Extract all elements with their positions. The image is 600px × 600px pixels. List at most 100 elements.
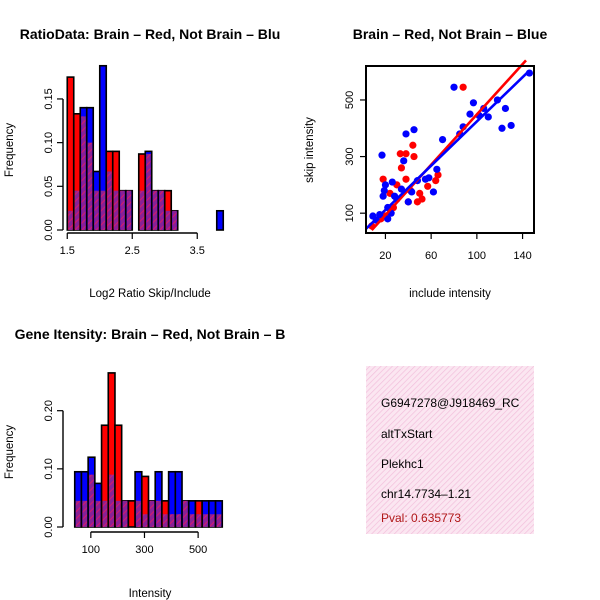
scatter-point <box>418 195 426 203</box>
scatter-point <box>397 164 406 172</box>
histogram-overlap-bar <box>74 190 80 230</box>
scatter-point <box>433 165 441 173</box>
regression-line <box>370 59 527 232</box>
scatter-point <box>384 215 392 223</box>
histogram-overlap-bar <box>95 500 101 527</box>
intensity-histogram-xlabel: Intensity <box>129 588 172 600</box>
histogram-overlap-bar <box>75 500 81 527</box>
probe-id: G6947278@J918469_RC <box>381 396 520 410</box>
histogram-overlap-bar <box>196 514 202 527</box>
scatter-point <box>484 113 492 121</box>
x-tick-label: 500 <box>189 544 207 556</box>
histogram-overlap-bar <box>107 171 112 230</box>
gene-name: Plekhc1 <box>381 457 424 471</box>
x-tick-label: 20 <box>379 250 391 262</box>
histogram-overlap-bar <box>149 500 155 527</box>
histogram-overlap-bar <box>172 210 177 230</box>
scatter-point <box>466 110 474 118</box>
x-tick-label: 300 <box>135 544 153 556</box>
ratio-histogram-panel: RatioData: Brain – Red, Not Brain – Blu … <box>4 26 280 300</box>
scatter-frame <box>365 65 535 234</box>
regression-line <box>365 70 530 230</box>
scatter-xlabel: include intensity <box>409 288 491 300</box>
ratio-histogram-title: RatioData: Brain – Red, Not Brain – Blu <box>20 26 281 42</box>
scatter-point <box>379 175 387 183</box>
histogram-overlap-bar <box>152 190 158 230</box>
scatter-point <box>396 150 404 158</box>
x-tick-label: 2.5 <box>125 245 140 257</box>
scatter-point <box>388 178 396 186</box>
scatter-plot-area: 20 60 100 140 100 300 500 <box>344 59 535 262</box>
scatter-point <box>459 83 467 91</box>
intensity-histogram-axes: 100 300 500 0.00 0.10 0.20 <box>43 400 207 556</box>
ratio-histogram-bars <box>66 64 225 231</box>
scatter-point <box>381 181 390 189</box>
scatter-point <box>410 126 418 134</box>
histogram-overlap-bar <box>136 500 141 527</box>
scatter-point <box>424 182 432 190</box>
histogram-overlap-bar <box>89 474 94 527</box>
histogram-overlap-bar <box>68 210 73 230</box>
y-tick-label: 0.00 <box>43 219 55 240</box>
p-value: Pval: 0.635773 <box>381 511 461 525</box>
histogram-overlap-bar <box>126 190 132 230</box>
scatter-point <box>434 171 442 179</box>
scatter-point <box>404 198 412 206</box>
scatter-point <box>469 99 478 107</box>
y-tick-label: 300 <box>344 147 356 165</box>
histogram-overlap-bar <box>189 514 195 527</box>
histogram-bar <box>215 209 225 231</box>
scatter-point <box>408 188 416 196</box>
ratio-histogram-ylabel: Frequency <box>4 123 16 178</box>
histogram-overlap-bar <box>94 190 99 230</box>
histogram-overlap-bar <box>122 500 128 527</box>
y-tick-label: 0.00 <box>43 516 55 537</box>
x-tick-label: 100 <box>82 544 100 556</box>
intensity-scatter-panel: Brain – Red, Not Brain – Blue include in… <box>304 26 547 300</box>
histogram-overlap-bar <box>100 190 106 230</box>
scatter-point <box>416 189 424 197</box>
y-tick-label: 0.05 <box>43 176 55 197</box>
histogram-overlap-bar <box>162 514 168 527</box>
histogram-overlap-bar <box>176 514 182 527</box>
info-panel-background <box>366 366 534 534</box>
x-tick-label: 3.5 <box>190 245 205 257</box>
scatter-point <box>400 157 408 165</box>
histogram-bar <box>66 76 75 231</box>
info-panel: G6947278@J918469_RC altTxStart Plekhc1 c… <box>366 366 534 534</box>
event-type: altTxStart <box>381 427 433 441</box>
y-tick-label: 0.15 <box>43 88 55 109</box>
scatter-point <box>429 188 438 196</box>
scatter-point <box>438 135 447 144</box>
x-tick-label: 100 <box>468 250 486 262</box>
histogram-overlap-bar <box>146 153 151 230</box>
scatter-point <box>410 152 418 161</box>
intensity-histogram-panel: Gene Itensity: Brain – Red, Not Brain – … <box>4 326 285 600</box>
y-tick-label: 0.20 <box>43 400 55 421</box>
scatter-point <box>402 175 410 183</box>
ratio-histogram-xlabel: Log2 Ratio Skip/Include <box>89 288 210 300</box>
histogram-overlap-bar <box>156 500 161 527</box>
intensity-histogram-ylabel: Frequency <box>4 425 16 480</box>
scatter-point <box>501 104 510 113</box>
ratio-histogram-axes: 1.5 2.5 3.5 0.00 0.05 0.10 0.15 <box>43 88 205 257</box>
scatter-point <box>402 130 410 138</box>
histogram-overlap-bar <box>169 514 175 527</box>
scatter-point <box>450 83 458 91</box>
intensity-histogram-title: Gene Itensity: Brain – Red, Not Brain – … <box>15 326 286 342</box>
scatter-point <box>507 121 515 130</box>
scatter-point <box>402 150 410 158</box>
scatter-point <box>432 177 440 185</box>
x-tick-label: 1.5 <box>60 245 75 257</box>
histogram-overlap-bar <box>203 514 208 527</box>
x-tick-label: 60 <box>425 250 437 262</box>
scatter-point <box>378 151 386 159</box>
histogram-overlap-bar <box>216 514 222 527</box>
y-tick-label: 100 <box>344 204 356 222</box>
histogram-overlap-bar <box>209 514 215 527</box>
y-tick-label: 0.10 <box>43 458 55 479</box>
histogram-overlap-bar <box>81 116 86 230</box>
histogram-overlap-bar <box>165 210 171 230</box>
scatter-ylabel: skip intensity <box>304 117 316 183</box>
